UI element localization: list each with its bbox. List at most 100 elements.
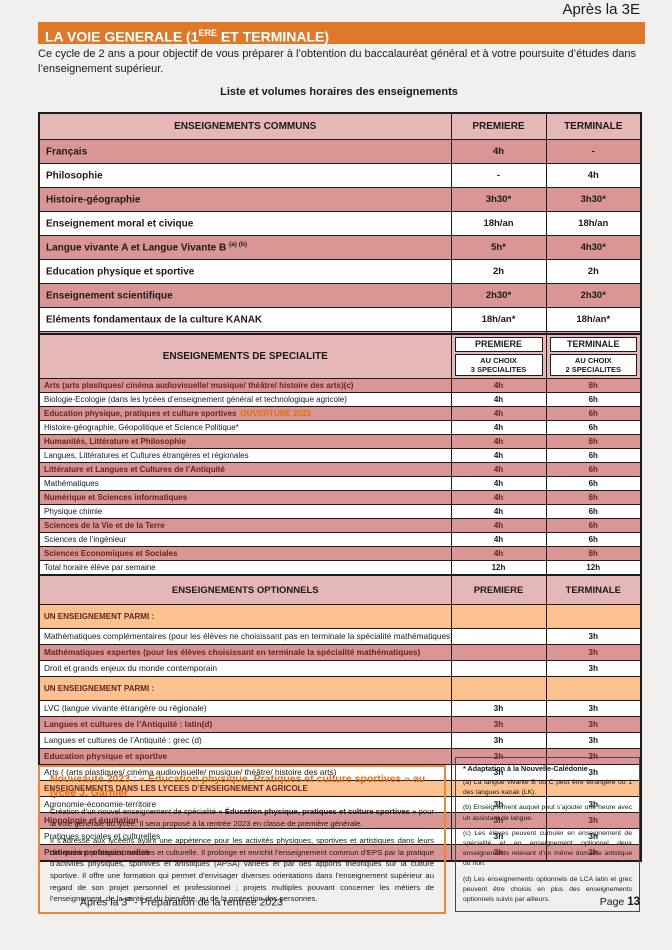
row-label-text: Enseignement moral et civique xyxy=(46,218,194,230)
table-row: UN ENSEIGNEMENT PARMI : xyxy=(38,676,642,701)
table-row: Langues et cultures de l’Antiquité : lat… xyxy=(38,716,642,733)
intro-paragraph: Ce cycle de 2 ans a pour objectif de vou… xyxy=(38,48,637,76)
terminale-value: 6h xyxy=(545,420,642,435)
table-row: Biologie-Ecologie (dans les lycées d’ens… xyxy=(38,392,642,407)
premiere-choice-line2: 3 SPECIALITES xyxy=(470,365,527,374)
footer-sup: e xyxy=(127,896,132,903)
terminale-value: 6h xyxy=(545,490,642,505)
table-list-title: Liste et volumes horaires des enseigneme… xyxy=(220,86,458,98)
row-label-text: Education physique, pratiques et culture… xyxy=(44,409,237,418)
terminale-choice: AU CHOIX 2 SPECIALITES xyxy=(549,354,637,376)
row-label-superscript: (a) (b) xyxy=(229,241,248,249)
premiere-value: 3h xyxy=(450,828,547,845)
optionnels-terminale-header: TERMINALE xyxy=(545,574,642,605)
footnote: (a) La langue vivante B ou C peut être é… xyxy=(463,779,632,797)
terminale-value: 6h xyxy=(545,392,642,407)
premiere-value xyxy=(450,780,547,797)
table-row: Sciences de la Vie et de la Terre 4h 6h xyxy=(38,518,642,533)
table-row: Mathématiques 4h 6h xyxy=(38,476,642,491)
premiere-value: 4h xyxy=(450,448,547,463)
specialites-terminale-header: TERMINALE AU CHOIX 2 SPECIALITES xyxy=(545,333,642,379)
premiere-label: PREMIERE xyxy=(454,337,543,352)
row-label: Histoire-géographie, Géopolitique et Sci… xyxy=(38,420,452,435)
banner-text: LA VOIE GENERALE (1 xyxy=(45,28,199,45)
premiere-choice-line1: AU CHOIX xyxy=(480,356,517,365)
row-label-text: Langues, Littératures et Cultures étrang… xyxy=(44,451,249,460)
table-row: Sciences Economiques et Sociales 4h 6h xyxy=(38,546,642,561)
terminale-value: - xyxy=(545,139,642,164)
row-label-text: Histoire-géographie xyxy=(46,194,141,206)
table-row: Humanités, Littérature et Philosophie 4h… xyxy=(38,434,642,449)
table-row: Pratiques professionnelles 3h 3h xyxy=(38,844,642,862)
row-label: Langues, Littératures et Cultures étrang… xyxy=(38,448,452,463)
terminale-value xyxy=(545,604,642,629)
optionnels-title: ENSEIGNEMENTS OPTIONNELS xyxy=(38,574,452,605)
premiere-value: 18h/an xyxy=(450,211,547,236)
premiere-value: 4h xyxy=(450,476,547,491)
premiere-value: 3h xyxy=(450,700,547,717)
footnotes-list: (a) La langue vivante B ou C peut être é… xyxy=(463,778,632,905)
row-label: Mathématiques expertes (pour les élèves … xyxy=(38,644,452,661)
commons-header-premiere: PREMIERE xyxy=(450,112,547,140)
specialites-optionnels-table: ENSEIGNEMENTS DE SPECIALITE PREMIERE AU … xyxy=(38,333,642,862)
premiere-value: 2h30* xyxy=(450,283,547,308)
table-row: Eléments fondamentaux de la culture KANA… xyxy=(38,307,642,332)
premiere-value: 4h xyxy=(450,378,547,393)
terminale-value: 6h xyxy=(545,406,642,421)
table-row: Sciences de l’ingénieur 4h 6h xyxy=(38,532,642,547)
p1-pre: Création d’un nouvel enseignement de spé… xyxy=(50,807,219,817)
row-label: Pratiques professionnelles xyxy=(38,844,452,862)
premiere-value: 4h xyxy=(450,420,547,435)
terminale-label: TERMINALE xyxy=(549,337,637,352)
row-label: Enseignement scientifique xyxy=(38,283,452,308)
page-label: Page xyxy=(599,896,628,908)
nouveaute-2023-box: Nouveauté 2023 : « Education physique, P… xyxy=(38,765,446,914)
optionnels-header-row: ENSEIGNEMENTS OPTIONNELS PREMIERE TERMIN… xyxy=(38,574,642,605)
specialites-title: ENSEIGNEMENTS DE SPECIALITE xyxy=(38,333,452,379)
terminale-choice-line2: 2 SPECIALITES xyxy=(565,365,621,374)
row-label-text: Physique chimie xyxy=(44,507,103,516)
row-label: Langues et cultures de l’Antiquité : gre… xyxy=(38,732,452,749)
table-row: Physique chimie 4h 6h xyxy=(38,504,642,519)
terminale-value: 18h/an xyxy=(545,211,642,236)
table-row: Education physique et sportive 2h 2h xyxy=(38,259,642,284)
premiere-value: 4h xyxy=(450,532,547,547)
row-label: Biologie-Ecologie (dans les lycées d’ens… xyxy=(38,392,452,407)
commons-table: ENSEIGNEMENTS COMMUNS PREMIERE TERMINALE… xyxy=(38,112,642,357)
premiere-value: 4h xyxy=(450,546,547,561)
terminale-value: 3h xyxy=(545,716,642,733)
table-row: Mathématiques expertes (pour les élèves … xyxy=(38,644,642,661)
terminale-value: 6h xyxy=(545,462,642,477)
row-label: Mathématiques complémentaires (pour les … xyxy=(38,628,452,645)
commons-header-terminale: TERMINALE xyxy=(545,112,642,140)
premiere-value: 3h xyxy=(450,716,547,733)
terminale-value: 4h30* xyxy=(545,235,642,260)
terminale-value xyxy=(545,676,642,701)
row-label-text: Numérique et Sciences informatiques xyxy=(44,493,188,502)
table-row: Education physique, pratiques et culture… xyxy=(38,406,642,421)
row-label-text: Mathématiques xyxy=(44,479,99,488)
premiere-value: 4h xyxy=(450,504,547,519)
terminale-value: 6h xyxy=(545,476,642,491)
row-label: Français xyxy=(38,139,452,164)
row-label-text: Langue vivante A et Langue Vivante B xyxy=(46,242,230,254)
specialites-header-row: ENSEIGNEMENTS DE SPECIALITE PREMIERE AU … xyxy=(38,333,642,379)
commons-header-row: ENSEIGNEMENTS COMMUNS PREMIERE TERMINALE xyxy=(38,112,642,140)
premiere-value xyxy=(450,628,547,645)
premiere-value xyxy=(450,660,547,677)
footnote: (c) Les élèves peuvent cumuler en enseig… xyxy=(463,829,632,868)
row-label-text: Sciences Economiques et Sociales xyxy=(44,549,178,558)
page-context-label: Après la 3E xyxy=(562,1,640,18)
row-label-text: Sciences de la Vie et de la Terre xyxy=(44,521,165,530)
row-label-text: Enseignement scientifique xyxy=(46,290,173,302)
terminale-value: 3h30* xyxy=(545,187,642,212)
table-row: Mathématiques complémentaires (pour les … xyxy=(38,628,642,645)
p1-bold: « Éducation physique, pratiques et cultu… xyxy=(218,807,417,817)
terminale-value: 6h xyxy=(545,518,642,533)
terminale-value: 18h/an* xyxy=(545,307,642,332)
row-label: Littérature et Langues et Cultures de l’… xyxy=(38,462,452,477)
ouverture-badge: OUVERTURE 2023 xyxy=(240,409,311,418)
terminale-value: 3h xyxy=(545,700,642,717)
row-label: UN ENSEIGNEMENT PARMI : xyxy=(38,604,452,629)
row-label-text: Littérature et Langues et Cultures de l’… xyxy=(44,465,225,474)
